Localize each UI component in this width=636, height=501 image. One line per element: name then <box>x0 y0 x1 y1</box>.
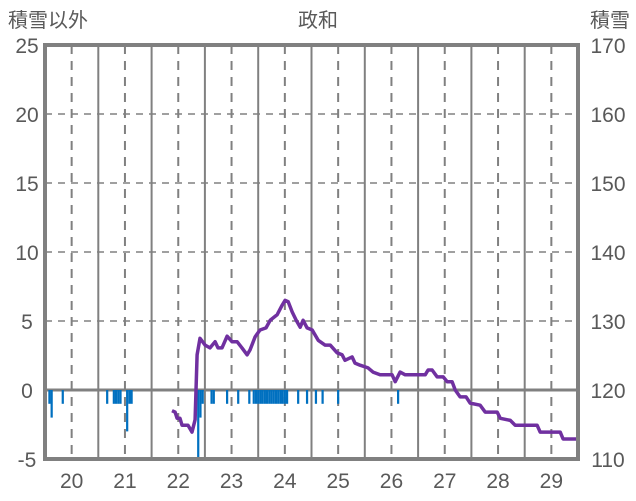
left-tick-label: 0 <box>21 380 33 403</box>
right-tick-label: 120 <box>590 380 625 403</box>
left-tick-label: -5 <box>18 449 37 472</box>
left-tick-label: 10 <box>15 242 38 265</box>
snow-other-bar <box>277 390 280 404</box>
right-tick-label: 140 <box>590 242 625 265</box>
snow-other-bar <box>314 390 318 404</box>
left-tick-label: 20 <box>15 104 38 127</box>
snow-other-bar <box>210 390 213 404</box>
x-tick-label: 22 <box>167 470 190 493</box>
snow-other-bar <box>274 390 278 404</box>
snow-other-bar <box>268 390 271 404</box>
x-tick-label: 21 <box>113 470 136 493</box>
snow-other-bar <box>130 390 133 404</box>
snow-other-bar <box>254 390 258 404</box>
right-axis-title: 積雪 <box>590 9 630 32</box>
snow-other-bar <box>248 390 251 404</box>
x-tick-label: 29 <box>540 470 563 493</box>
x-tick-label: 27 <box>433 470 456 493</box>
snow-other-bar <box>259 390 262 404</box>
left-tick-label: 5 <box>21 311 33 334</box>
x-tick-label: 24 <box>273 470 297 493</box>
snow-other-bar <box>50 390 53 418</box>
snow-other-bar <box>117 390 120 404</box>
right-tick-label: 150 <box>590 173 625 196</box>
snow-other-bar <box>126 390 129 432</box>
right-tick-label: 130 <box>590 311 625 334</box>
snow-other-bar <box>265 390 269 404</box>
chart-title: 政和 <box>298 9 338 32</box>
snow-other-bar <box>48 390 51 404</box>
x-tick-label: 23 <box>220 470 243 493</box>
snow-other-bar <box>128 390 131 404</box>
snow-other-bar <box>61 390 64 404</box>
snow-other-bar <box>337 390 340 404</box>
left-tick-label: 25 <box>15 35 38 58</box>
left-axis-title: 積雪以外 <box>8 9 88 32</box>
right-tick-label: 160 <box>590 104 625 127</box>
plot-frame <box>43 43 580 461</box>
snow-other-bar <box>225 390 229 404</box>
snow-other-bar <box>281 390 284 404</box>
left-tick-label: 15 <box>15 173 38 196</box>
right-tick-label: 110 <box>591 449 624 472</box>
snow-other-bar <box>252 390 255 404</box>
x-tick-label: 28 <box>486 470 509 493</box>
snow-other-bar <box>261 390 264 404</box>
snow-other-bar <box>397 390 400 404</box>
snow-other-bar <box>119 390 122 404</box>
snow-other-bar <box>305 390 309 404</box>
snow-other-bar <box>237 390 240 404</box>
snow-other-bar <box>270 390 273 404</box>
snow-other-bar <box>201 390 204 404</box>
snow-other-bar <box>297 390 300 404</box>
snow-other-bar <box>197 390 200 459</box>
snow-other-bar <box>257 390 260 404</box>
snow-other-bar <box>283 390 286 404</box>
snow-other-bar <box>212 390 215 404</box>
snow-other-bar <box>112 390 115 404</box>
snow-depth-line <box>171 298 578 441</box>
right-tick-label: 170 <box>590 35 625 58</box>
x-tick-label: 20 <box>60 470 83 493</box>
snow-other-bar <box>106 390 109 404</box>
x-tick-label: 26 <box>380 470 403 493</box>
snow-other-bar <box>279 390 282 404</box>
snow-other-bar <box>114 390 118 404</box>
snow-other-bar <box>263 390 266 404</box>
snow-other-bar <box>285 390 289 404</box>
snow-other-bar <box>321 390 324 404</box>
snow-other-bar <box>199 390 202 418</box>
snow-other-bar <box>272 390 275 404</box>
x-tick-label: 25 <box>326 470 349 493</box>
